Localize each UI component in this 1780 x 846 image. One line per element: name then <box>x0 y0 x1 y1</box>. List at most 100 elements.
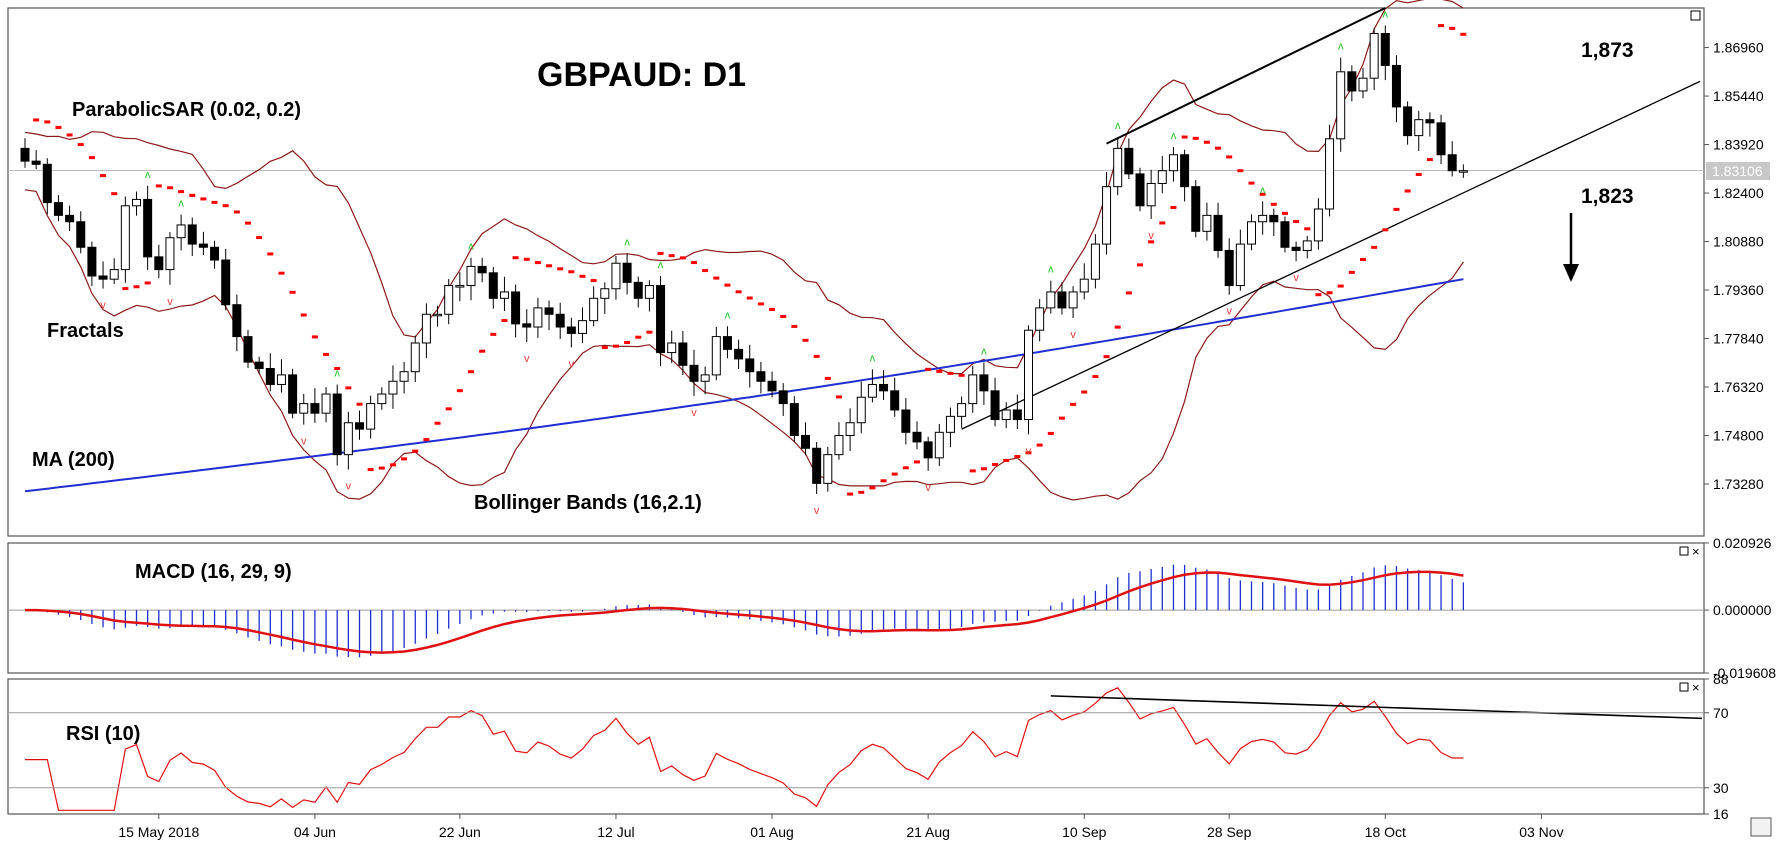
support-trendline <box>961 80 1701 430</box>
candle-body <box>745 358 755 373</box>
candle-body <box>31 160 41 165</box>
sar-dot <box>245 221 251 225</box>
candle-body <box>120 205 130 271</box>
candle-body <box>332 393 342 456</box>
sar-dot <box>1360 257 1366 261</box>
sar-dot <box>178 190 185 194</box>
sar-dot <box>1315 293 1322 297</box>
candle-body <box>934 431 944 459</box>
candle-body <box>388 380 398 395</box>
candle-body <box>923 441 933 459</box>
candle-body <box>1414 119 1424 137</box>
sar-dot <box>1003 458 1010 462</box>
sar-dot <box>334 367 341 371</box>
scroll-button[interactable] <box>1750 817 1772 837</box>
fractal-down-icon: v <box>1148 230 1154 242</box>
ma-label: MA (200) <box>32 449 115 471</box>
candle-body <box>801 435 810 449</box>
candle-body <box>76 221 86 248</box>
candle-body <box>566 326 576 334</box>
sar-dot <box>557 267 564 271</box>
sar-dot <box>635 335 642 339</box>
sar-dot <box>1181 135 1188 139</box>
sar-dot <box>367 468 374 472</box>
candle-body <box>444 285 454 315</box>
sar-dot <box>311 335 318 339</box>
maximize-price-icon[interactable] <box>1690 10 1701 21</box>
sar-dot <box>824 376 831 380</box>
level-high-label: 1,873 <box>1581 39 1634 62</box>
fractal-up-icon: ʌ <box>725 309 731 321</box>
candle-body <box>578 320 587 334</box>
sar-dot <box>1058 416 1065 420</box>
resistance-trendline <box>1106 7 1386 145</box>
close-rsi-icon[interactable]: × <box>1692 680 1700 695</box>
sar-dot <box>579 274 586 278</box>
candle-body <box>890 390 900 411</box>
close-macd-icon[interactable]: × <box>1692 544 1700 559</box>
x-tick-label: 28 Sep <box>1207 824 1252 840</box>
candle-body <box>488 272 498 299</box>
fractal-up-icon: ʌ <box>1115 120 1121 132</box>
candle-body <box>221 259 231 306</box>
sar-dot <box>546 264 553 268</box>
candle-body <box>1280 221 1290 248</box>
candle-body <box>845 422 855 437</box>
candle-body <box>544 307 554 315</box>
sar-dot <box>746 296 753 300</box>
sar-dot <box>88 156 95 160</box>
sar-dot <box>1081 390 1088 394</box>
fractal-down-icon: v <box>100 300 106 312</box>
candle-body <box>1068 291 1078 309</box>
sar-dot <box>757 302 764 306</box>
price-tick-label: 1.85440 <box>1713 88 1764 104</box>
sar-dot <box>490 332 497 336</box>
candle-body <box>1012 409 1022 421</box>
sar-dot <box>211 200 218 204</box>
candle-body <box>299 403 309 414</box>
candle-body <box>945 415 955 433</box>
sar-dot <box>445 407 452 411</box>
candle-body <box>1369 33 1379 79</box>
maximize-macd-icon[interactable] <box>1679 546 1689 556</box>
sar-dot <box>702 269 709 273</box>
sar-dot <box>791 324 798 328</box>
sar-dot <box>780 314 787 318</box>
fractal-down-icon: v <box>524 353 530 365</box>
sar-dot <box>724 283 731 287</box>
sar-dot <box>646 330 653 334</box>
sar-dot <box>1415 172 1422 176</box>
sar-dot <box>1125 291 1132 295</box>
candle-body <box>1403 106 1413 137</box>
candle-body <box>499 291 509 299</box>
sar-dot <box>980 467 987 471</box>
candle-body <box>1213 214 1223 251</box>
x-tick-label: 01 Aug <box>750 824 794 840</box>
candle-body <box>1180 154 1190 188</box>
candle-body <box>1146 182 1156 207</box>
x-tick-label: 12 Jul <box>597 824 634 840</box>
candle-body <box>98 275 108 280</box>
candle-body <box>644 285 654 299</box>
candle-body <box>1124 147 1134 175</box>
candle-body <box>1024 329 1033 421</box>
sar-dot <box>389 463 396 467</box>
sar-dot <box>256 236 263 240</box>
candle-body <box>165 237 175 271</box>
candle-body <box>176 224 186 239</box>
candle-body <box>1358 77 1368 92</box>
sar-dot <box>1025 451 1032 455</box>
candle-body <box>477 265 487 274</box>
fractal-down-icon: v <box>569 358 575 370</box>
fractal-up-icon: ʌ <box>1171 130 1177 142</box>
maximize-rsi-icon[interactable] <box>1679 682 1689 692</box>
x-tick-label: 03 Nov <box>1519 824 1563 840</box>
candle-body <box>1035 307 1045 331</box>
chart-title: GBPAUD: D1 <box>537 56 746 94</box>
candle-body <box>1313 208 1323 242</box>
candle-body <box>589 297 599 322</box>
sar-dot <box>1092 375 1099 379</box>
sar-dot <box>802 338 809 342</box>
sar-dot <box>1326 291 1333 295</box>
sar-dot <box>880 479 887 483</box>
